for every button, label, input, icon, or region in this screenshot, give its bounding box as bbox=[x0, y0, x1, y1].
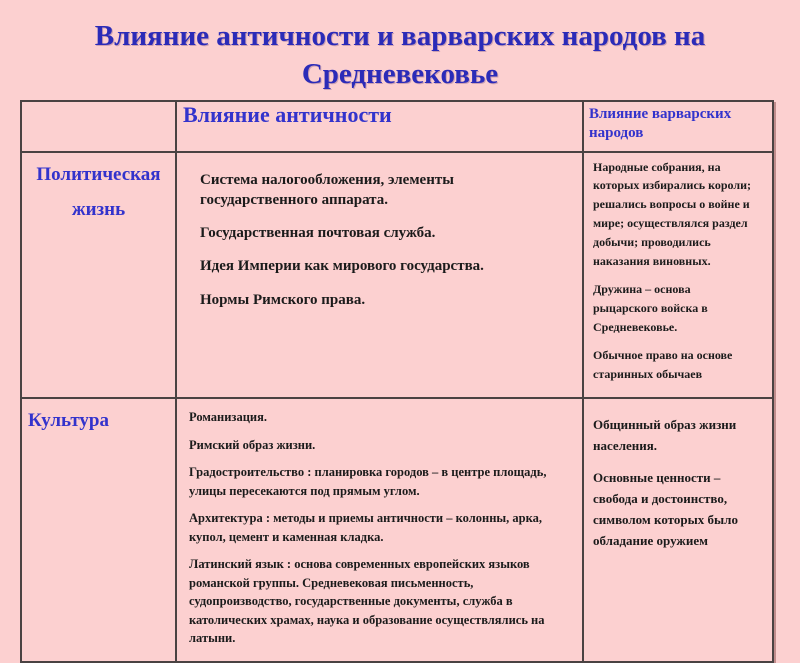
paragraph: Обычное право на основе старинных обычае… bbox=[593, 348, 733, 382]
header-antiquity: Влияние античности bbox=[175, 99, 584, 153]
page-title-line1: Влияние античности и варварских народов … bbox=[94, 20, 706, 52]
paragraph: Общинный образ жизни населения. bbox=[593, 417, 737, 454]
page-title: Влияние античности и варварских народов … bbox=[30, 17, 770, 94]
paragraph: Градостроительство : планировка городов … bbox=[189, 465, 547, 498]
paragraph: Государственная почтовая служба. bbox=[200, 225, 436, 242]
paragraph: Архитектура : методы и приемы античности… bbox=[189, 511, 543, 544]
table-row-political: Политическая жизнь Система налогообложен… bbox=[20, 150, 774, 400]
row-label-culture: Культура bbox=[20, 397, 177, 663]
page-title-line2: Средневековье bbox=[301, 58, 499, 91]
cell-political-antiquity: Система налогообложения, элементы госуда… bbox=[175, 150, 584, 400]
paragraph: Система налогообложения, элементы госуда… bbox=[200, 171, 454, 208]
cell-culture-barbarian: Общинный образ жизни населения. Основные … bbox=[582, 397, 774, 663]
row-label-political-life: Политическая жизнь bbox=[20, 150, 177, 400]
header-barbarian: Влияние варварских народов bbox=[582, 99, 774, 153]
header-empty-cell bbox=[20, 99, 177, 153]
table-header-row: Влияние античности Влияние варварских на… bbox=[20, 99, 774, 153]
paragraph: Идея Империи как мирового государства. bbox=[200, 258, 484, 275]
paragraph: Народные собрания, на которых избирались… bbox=[593, 159, 752, 269]
slide: { "page": { "background_color": "#fcd0d0… bbox=[0, 17, 800, 663]
paragraph: Нормы Римского права. bbox=[200, 291, 366, 308]
cell-political-barbarian: Народные собрания, на которых избирались… bbox=[582, 150, 774, 400]
cell-culture-antiquity: Романизация. Римский образ жизни. Градостр… bbox=[175, 397, 584, 663]
table-row-culture: Культура Романизация. Римский образ жизни… bbox=[20, 397, 774, 663]
paragraph: Латинский язык : основа современных евро… bbox=[189, 557, 545, 646]
paragraph: Основные ценности – свобода и достоинств… bbox=[593, 470, 738, 549]
paragraph: Римский образ жизни. bbox=[189, 437, 316, 452]
paragraph: Дружина – основа рыцарского войска в Сре… bbox=[593, 282, 708, 335]
paragraph: Романизация. bbox=[189, 410, 267, 425]
influence-table: Влияние античности Влияние варварских на… bbox=[20, 99, 774, 663]
